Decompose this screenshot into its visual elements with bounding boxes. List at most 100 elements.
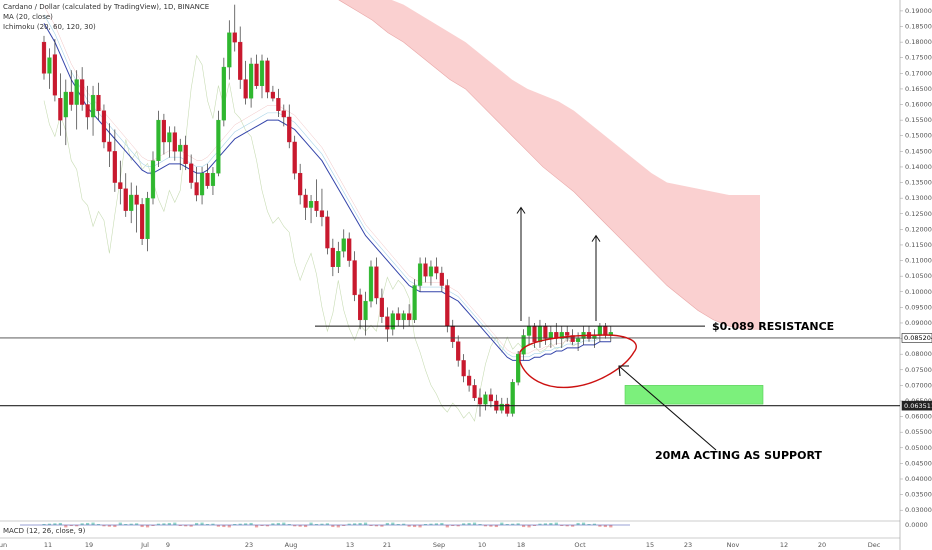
macd-histogram-bar	[287, 524, 291, 525]
candle-down	[118, 182, 123, 189]
support-arrowhead	[618, 365, 629, 377]
candle-down	[270, 91, 275, 99]
candle-down	[347, 238, 352, 261]
macd-histogram-bar	[86, 522, 90, 525]
macd-histogram-bar	[271, 523, 275, 525]
candle-up	[216, 119, 221, 174]
candle-down	[254, 63, 259, 87]
macd-histogram-bar	[358, 522, 362, 525]
macd-histogram-bar	[314, 524, 319, 525]
candle-up	[210, 172, 216, 186]
macd-histogram-bar	[102, 525, 106, 527]
candle-down	[565, 332, 570, 336]
candle-down	[423, 263, 428, 277]
macd-histogram-bar	[233, 524, 237, 525]
macd-histogram-bar	[560, 525, 564, 526]
macd-histogram-bar	[336, 525, 340, 528]
candle-down	[139, 204, 145, 239]
macd-histogram-bar	[581, 522, 586, 525]
macd-histogram-bar	[331, 525, 335, 528]
x-tick-label: 12	[780, 541, 788, 549]
macd-histogram-bar	[543, 523, 547, 525]
candle-up	[341, 238, 346, 252]
candle-up	[521, 335, 526, 355]
macd-histogram-bar	[440, 522, 444, 525]
macd-histogram-bar	[309, 522, 313, 525]
candle-down	[52, 54, 57, 96]
x-tick-label: 10	[478, 541, 486, 549]
candle-down	[80, 79, 85, 105]
candle-down	[396, 313, 401, 321]
resistance-label: $0.089 RESISTANCE	[712, 320, 834, 333]
candle-down	[69, 91, 74, 105]
macd-histogram-bar	[451, 525, 455, 526]
macd-histogram-bar	[282, 522, 286, 525]
y-tick-label: 0.030000	[905, 506, 932, 514]
candle-up	[227, 32, 232, 68]
base-line	[43, 14, 611, 358]
x-tick-label: Dec	[868, 541, 881, 549]
candle-down	[134, 194, 139, 205]
support-label: 20MA ACTING AS SUPPORT	[655, 449, 822, 462]
macd-histogram-bar	[135, 523, 139, 525]
candle-down	[205, 172, 210, 186]
macd-histogram-bar	[353, 523, 357, 525]
candle-up	[576, 338, 581, 342]
candle-down	[434, 266, 439, 274]
candle-down	[303, 194, 308, 208]
candle-up	[499, 403, 504, 411]
x-tick-label: Nov	[727, 541, 740, 549]
macd-histogram-bar	[124, 524, 128, 525]
macd-histogram-bar	[58, 522, 62, 525]
x-tick-label: 19	[85, 541, 93, 549]
candle-down	[189, 163, 194, 183]
macd-histogram-bar	[462, 523, 466, 525]
candle-down	[243, 79, 248, 99]
candle-down	[85, 104, 90, 118]
candle-down	[445, 285, 450, 327]
macd-histogram-bar	[167, 522, 171, 525]
macd-histogram-bar	[91, 522, 95, 525]
candle-up	[537, 325, 543, 342]
x-tick-label: 15	[646, 541, 654, 549]
macd-histogram-bar	[216, 525, 220, 527]
candle-down	[41, 41, 47, 74]
candle-up	[412, 285, 417, 321]
macd-histogram-bar	[603, 525, 607, 528]
candle-down	[319, 210, 325, 218]
macd-histogram-bar	[369, 525, 373, 526]
macd-histogram-bar	[53, 523, 57, 525]
candle-up	[510, 382, 515, 414]
candle-down	[374, 266, 379, 299]
candle-up	[199, 172, 205, 196]
macd-histogram-bar	[293, 525, 297, 527]
ichimoku-legend: Ichimoku (20, 60, 120, 30)	[3, 23, 96, 31]
x-tick-label: 21	[383, 541, 391, 549]
candle-down	[112, 151, 117, 183]
candle-down	[96, 94, 101, 111]
x-tick-label: Oct	[574, 541, 586, 549]
candle-up	[74, 79, 79, 105]
lagging-span-line	[43, 54, 579, 422]
macd-histogram-bar	[238, 523, 242, 525]
x-tick-label: Aug	[285, 541, 298, 549]
candle-down	[101, 110, 107, 143]
macd-histogram-bar	[554, 522, 558, 525]
macd-legend: MACD (12, 26, close, 9)	[3, 527, 86, 535]
macd-histogram-bar	[396, 524, 400, 525]
macd-histogram-bar	[47, 523, 52, 525]
macd-histogram-bar	[489, 525, 493, 527]
macd-histogram-bar	[244, 523, 248, 525]
macd-histogram-bar	[565, 525, 569, 527]
candle-down	[265, 60, 270, 93]
